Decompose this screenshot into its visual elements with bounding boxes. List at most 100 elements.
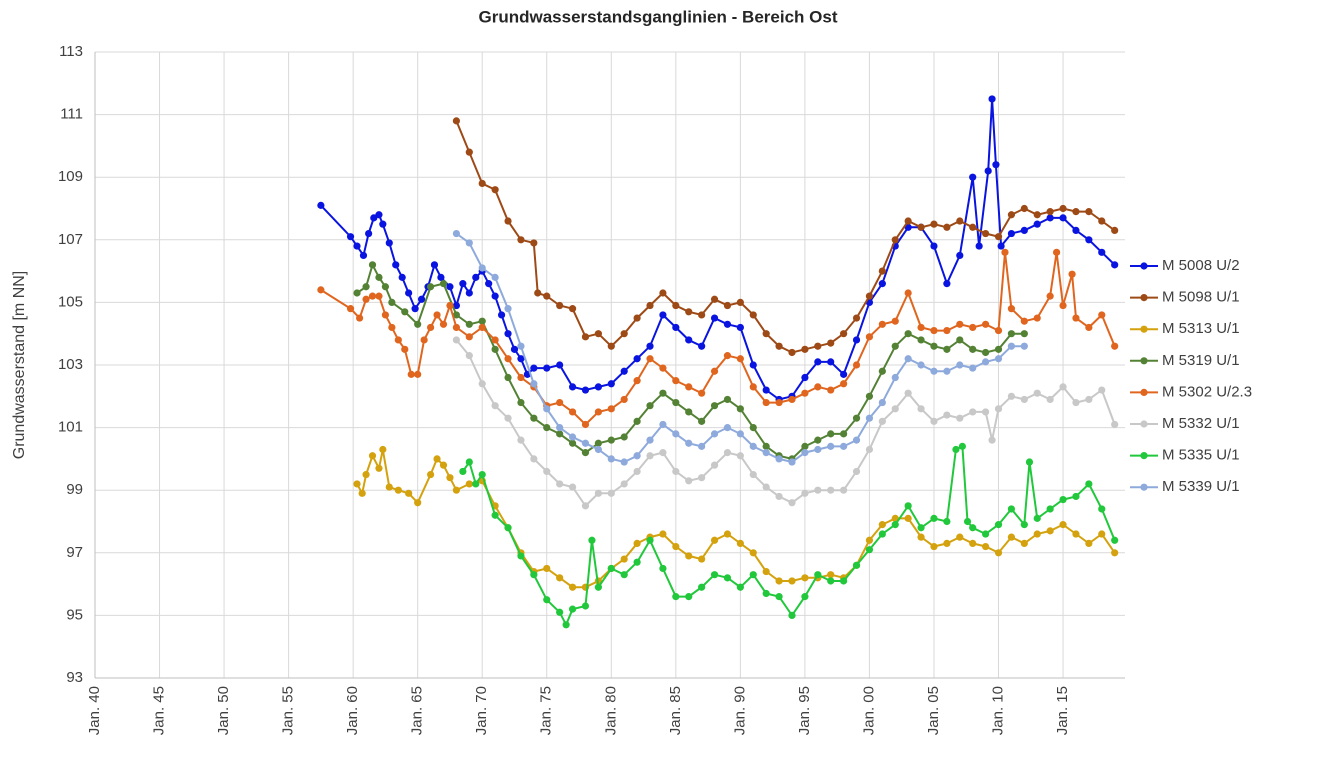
data-point bbox=[465, 320, 473, 328]
data-point bbox=[685, 408, 693, 416]
data-point bbox=[685, 439, 693, 447]
data-point bbox=[646, 452, 654, 460]
data-point bbox=[1007, 305, 1016, 313]
data-point bbox=[865, 333, 874, 341]
data-point bbox=[698, 583, 706, 591]
data-point bbox=[788, 577, 796, 585]
data-point bbox=[775, 398, 783, 407]
data-point bbox=[698, 442, 706, 450]
data-point bbox=[398, 273, 406, 281]
data-point bbox=[510, 345, 519, 353]
data-point bbox=[891, 342, 899, 350]
data-point bbox=[736, 298, 744, 306]
data-point bbox=[646, 536, 654, 544]
data-point bbox=[827, 386, 835, 394]
data-point bbox=[723, 530, 732, 538]
data-point bbox=[517, 373, 525, 382]
data-point bbox=[362, 283, 370, 291]
data-point bbox=[478, 323, 486, 332]
data-point bbox=[943, 345, 951, 353]
data-point bbox=[969, 364, 977, 372]
x-tick-label: Jan. 40 bbox=[86, 686, 103, 735]
data-point bbox=[1033, 514, 1041, 522]
data-point bbox=[646, 436, 654, 444]
data-point bbox=[1046, 395, 1054, 404]
y-tick-label: 113 bbox=[59, 43, 83, 60]
data-point bbox=[878, 417, 886, 425]
data-point bbox=[917, 336, 925, 344]
data-point bbox=[401, 345, 409, 353]
data-point bbox=[620, 330, 628, 338]
data-point bbox=[420, 336, 428, 344]
data-point bbox=[568, 605, 577, 613]
data-point bbox=[930, 417, 938, 425]
data-point bbox=[943, 367, 951, 375]
data-point bbox=[556, 430, 564, 438]
data-point bbox=[504, 373, 512, 382]
data-point bbox=[982, 408, 990, 416]
data-point bbox=[943, 280, 951, 288]
data-point bbox=[917, 524, 925, 532]
data-point bbox=[840, 442, 848, 450]
data-point bbox=[788, 395, 796, 404]
data-point bbox=[478, 317, 486, 325]
data-point bbox=[375, 211, 383, 219]
data-point bbox=[534, 289, 542, 297]
data-point bbox=[581, 420, 590, 429]
data-point bbox=[659, 530, 667, 538]
data-point bbox=[607, 342, 615, 350]
data-point bbox=[594, 445, 602, 454]
data-point bbox=[355, 314, 364, 322]
data-point bbox=[517, 436, 525, 444]
data-point bbox=[368, 261, 377, 269]
data-point bbox=[556, 301, 564, 310]
data-point bbox=[530, 455, 538, 463]
data-point bbox=[433, 311, 441, 319]
data-point bbox=[433, 455, 441, 463]
data-point bbox=[749, 571, 757, 579]
data-point bbox=[975, 242, 983, 250]
data-point bbox=[917, 361, 925, 369]
data-point bbox=[491, 292, 499, 300]
data-point bbox=[1007, 342, 1016, 350]
data-point bbox=[982, 542, 990, 551]
data-point bbox=[698, 555, 706, 563]
data-point bbox=[407, 370, 415, 378]
y-tick-label: 101 bbox=[58, 419, 83, 436]
data-point bbox=[504, 414, 512, 422]
data-point bbox=[956, 320, 964, 328]
data-point bbox=[969, 223, 977, 231]
data-point bbox=[317, 201, 325, 209]
data-point bbox=[646, 355, 654, 363]
data-point bbox=[930, 342, 938, 350]
data-point bbox=[426, 470, 435, 479]
data-point bbox=[827, 571, 835, 579]
data-point bbox=[930, 220, 938, 228]
data-point bbox=[840, 486, 848, 494]
data-point bbox=[917, 405, 925, 413]
data-point bbox=[762, 386, 770, 394]
data-point bbox=[904, 514, 912, 522]
x-tick-label: Jan. 60 bbox=[344, 686, 361, 735]
data-point bbox=[1033, 220, 1041, 228]
data-point bbox=[346, 233, 355, 241]
data-point bbox=[581, 333, 590, 341]
data-point bbox=[543, 424, 551, 432]
data-point bbox=[1085, 236, 1093, 244]
data-point bbox=[491, 336, 499, 344]
data-point bbox=[994, 405, 1003, 413]
data-point bbox=[1072, 398, 1080, 407]
data-point bbox=[394, 336, 402, 344]
data-point bbox=[504, 217, 512, 225]
x-tick-label: Jan. 00 bbox=[860, 686, 877, 735]
data-point bbox=[1085, 395, 1093, 404]
data-point bbox=[827, 577, 835, 585]
data-point bbox=[459, 467, 467, 476]
data-point bbox=[762, 442, 770, 450]
x-tick-label: Jan. 75 bbox=[538, 686, 555, 735]
data-point bbox=[646, 342, 654, 350]
data-point bbox=[969, 173, 977, 181]
data-point bbox=[685, 308, 693, 316]
data-point bbox=[588, 536, 596, 544]
